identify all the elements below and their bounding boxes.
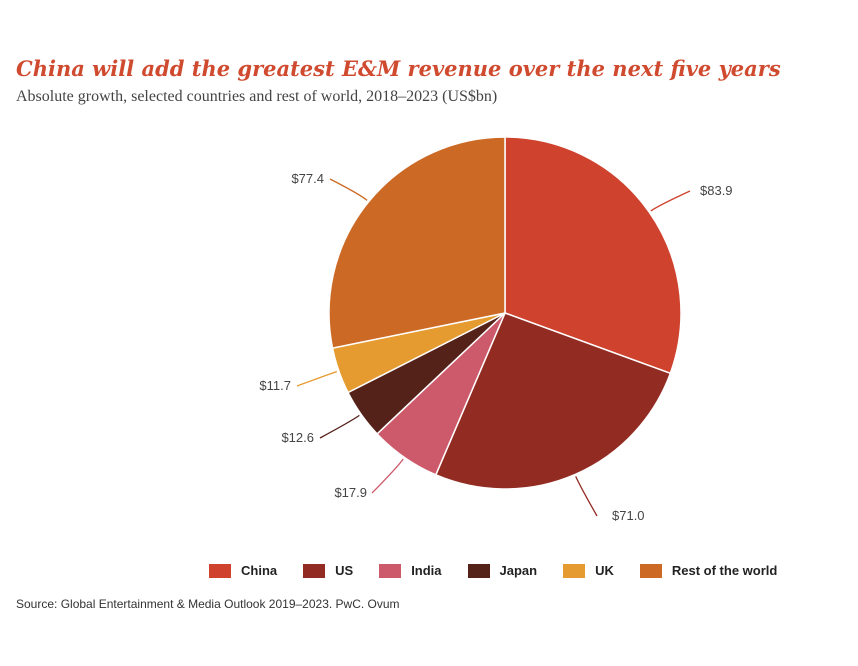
legend-swatch-rest-of-world <box>639 563 662 578</box>
leader-line-china <box>650 190 691 212</box>
legend-swatch-us <box>303 563 326 578</box>
legend-item-india: India <box>379 563 442 578</box>
leader-line-uk <box>296 370 338 387</box>
legend-label-us: US <box>335 563 354 578</box>
data-label-uk: $11.7 <box>259 378 291 393</box>
legend-label-japan: Japan <box>499 563 538 578</box>
legend-label-india: India <box>411 563 442 578</box>
legend-item-uk: UK <box>563 563 614 578</box>
data-label-us: $71.0 <box>612 508 645 523</box>
legend-label-china: China <box>241 563 278 578</box>
legend: China US India Japan UK Rest of the worl… <box>209 563 803 578</box>
pie-slice-rest-of-the-world <box>328 136 506 349</box>
chart-title: China will add the greatest E&M revenue … <box>16 56 781 81</box>
chart-subtitle: Absolute growth, selected countries and … <box>16 88 498 105</box>
legend-item-china: China <box>209 563 277 578</box>
data-label-rest-of-the-world: $77.4 <box>291 171 324 186</box>
legend-item-rest-of-world: Rest of the world <box>639 563 778 578</box>
legend-item-us: US <box>303 563 353 578</box>
legend-swatch-india <box>379 563 402 578</box>
legend-swatch-japan <box>467 563 490 578</box>
legend-item-japan: Japan <box>467 563 538 578</box>
legend-label-uk: UK <box>595 563 614 578</box>
pie-slice-us <box>434 312 672 490</box>
pie-chart: $83.9 $71.0 $17.9 $12.6 $11.7 $77.4 <box>259 136 733 523</box>
legend-swatch-uk <box>563 563 586 578</box>
data-label-japan: $12.6 <box>281 430 314 445</box>
leader-line-india <box>371 458 404 494</box>
leader-line-us <box>575 476 598 517</box>
data-label-china: $83.9 <box>700 183 733 198</box>
legend-label-rest-of-world: Rest of the world <box>671 563 778 578</box>
pie-slice-china <box>504 136 682 375</box>
legend-swatch-china <box>209 563 231 578</box>
source-note: Source: Global Entertainment & Media Out… <box>16 597 400 611</box>
data-label-india: $17.9 <box>334 485 367 500</box>
leader-line-rest-of-the-world <box>329 178 368 201</box>
leader-line-japan <box>319 414 360 439</box>
